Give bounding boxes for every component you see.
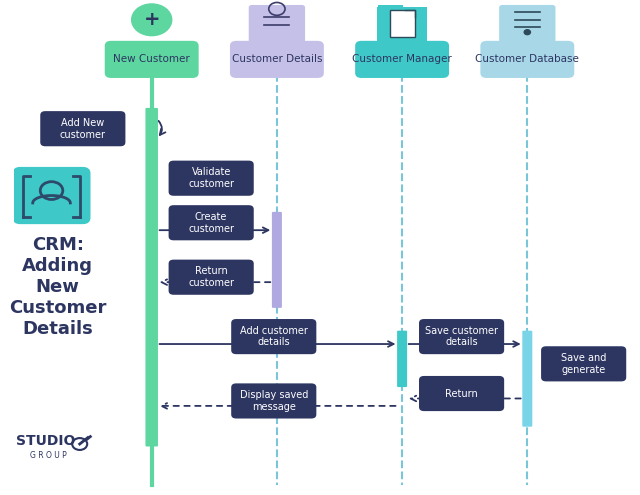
Text: Display saved
message: Display saved message bbox=[239, 390, 308, 412]
FancyBboxPatch shape bbox=[230, 41, 324, 78]
FancyBboxPatch shape bbox=[168, 259, 253, 295]
Text: STUDIO: STUDIO bbox=[15, 434, 75, 447]
Text: Add New
customer: Add New customer bbox=[60, 118, 106, 140]
FancyBboxPatch shape bbox=[419, 376, 504, 411]
FancyBboxPatch shape bbox=[522, 331, 532, 427]
Text: Create
customer: Create customer bbox=[188, 212, 234, 234]
FancyBboxPatch shape bbox=[390, 10, 415, 37]
FancyBboxPatch shape bbox=[231, 319, 316, 354]
FancyBboxPatch shape bbox=[168, 205, 253, 240]
FancyBboxPatch shape bbox=[249, 5, 305, 45]
Text: Customer Details: Customer Details bbox=[232, 54, 322, 64]
FancyBboxPatch shape bbox=[481, 41, 574, 78]
FancyBboxPatch shape bbox=[14, 168, 89, 223]
FancyBboxPatch shape bbox=[40, 111, 125, 147]
FancyBboxPatch shape bbox=[397, 331, 407, 387]
Text: Add customer
details: Add customer details bbox=[240, 326, 308, 347]
Text: New Customer: New Customer bbox=[113, 54, 190, 64]
Text: CRM:
Adding
New
Customer
Details: CRM: Adding New Customer Details bbox=[9, 237, 106, 338]
FancyBboxPatch shape bbox=[378, 5, 403, 12]
FancyBboxPatch shape bbox=[168, 160, 253, 196]
FancyBboxPatch shape bbox=[355, 41, 449, 78]
Text: Return: Return bbox=[445, 389, 478, 398]
Text: Return
customer: Return customer bbox=[188, 266, 234, 288]
Text: Customer Database: Customer Database bbox=[476, 54, 579, 64]
Text: +: + bbox=[143, 10, 160, 29]
FancyBboxPatch shape bbox=[377, 7, 427, 42]
FancyBboxPatch shape bbox=[499, 5, 556, 45]
FancyBboxPatch shape bbox=[231, 383, 316, 418]
Text: Customer Manager: Customer Manager bbox=[352, 54, 452, 64]
Circle shape bbox=[524, 30, 531, 35]
FancyBboxPatch shape bbox=[541, 346, 626, 381]
Text: Validate
customer: Validate customer bbox=[188, 167, 234, 189]
FancyBboxPatch shape bbox=[105, 41, 198, 78]
Text: Save and
generate: Save and generate bbox=[561, 353, 606, 375]
FancyBboxPatch shape bbox=[272, 212, 282, 308]
FancyBboxPatch shape bbox=[145, 108, 158, 446]
Circle shape bbox=[132, 4, 172, 36]
Text: Save customer
details: Save customer details bbox=[425, 326, 498, 347]
Text: G R O U P: G R O U P bbox=[30, 451, 67, 460]
FancyBboxPatch shape bbox=[419, 319, 504, 354]
